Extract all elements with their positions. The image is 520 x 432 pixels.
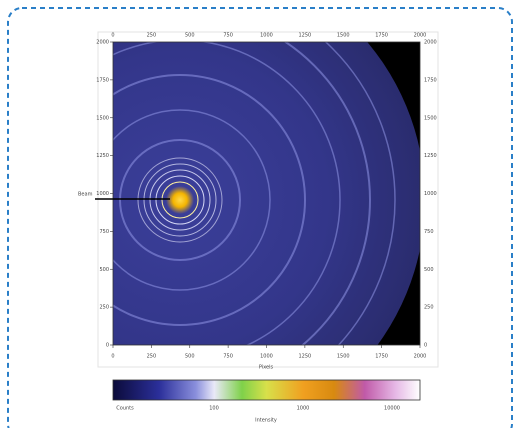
x-tick-label: 250 (147, 354, 157, 360)
x-tick-label: 1250 (299, 354, 312, 360)
beam-label: Beam (78, 192, 93, 198)
x-tick-label: 2000 (414, 33, 427, 39)
y-tick-label: 500 (424, 267, 434, 273)
y-tick-label: 1750 (96, 77, 109, 83)
y-tick-label: 250 (424, 305, 434, 311)
y-tick-label: 1000 (424, 191, 437, 197)
x-tick-label: 750 (223, 354, 233, 360)
x-tick-label: 1500 (337, 354, 350, 360)
y-tick-label: 1500 (424, 115, 437, 121)
x-tick-label: 250 (147, 33, 157, 39)
y-tick-label: 750 (99, 229, 109, 235)
y-tick-label: 0 (424, 343, 427, 349)
x-axis-label: Pixels (259, 365, 274, 371)
dashed-frame (7, 7, 513, 432)
x-tick-label: 750 (223, 33, 233, 39)
y-tick-label: 2000 (424, 40, 437, 46)
y-tick-label: 1250 (96, 153, 109, 159)
x-tick-label: 0 (111, 33, 114, 39)
y-tick-label: 1250 (424, 153, 437, 159)
y-tick-label: 1750 (424, 77, 437, 83)
x-tick-label: 1750 (375, 354, 388, 360)
x-tick-label: 2000 (414, 354, 427, 360)
x-tick-label: 1750 (375, 33, 388, 39)
colorbar-title: Intensity (255, 418, 277, 424)
colorbar-label: 100 (209, 406, 219, 412)
colorbar-label: 10000 (384, 406, 400, 412)
x-tick-label: 500 (185, 33, 195, 39)
y-tick-label: 0 (106, 343, 109, 349)
y-tick-label: 750 (424, 229, 434, 235)
x-tick-label: 500 (185, 354, 195, 360)
y-tick-label: 1500 (96, 115, 109, 121)
x-tick-label: 0 (111, 354, 114, 360)
colorbar (112, 379, 421, 401)
x-tick-label: 1000 (260, 354, 273, 360)
y-tick-label: 250 (99, 305, 109, 311)
y-tick-label: 1000 (96, 191, 109, 197)
x-tick-label: 1250 (299, 33, 312, 39)
x-tick-label: 1500 (337, 33, 350, 39)
y-tick-label: 500 (99, 267, 109, 273)
detector-image (113, 42, 420, 345)
colorbar-label: 1000 (297, 406, 310, 412)
x-tick-label: 1000 (260, 33, 273, 39)
colorbar-label: Counts (116, 406, 134, 412)
y-tick-label: 2000 (96, 40, 109, 46)
